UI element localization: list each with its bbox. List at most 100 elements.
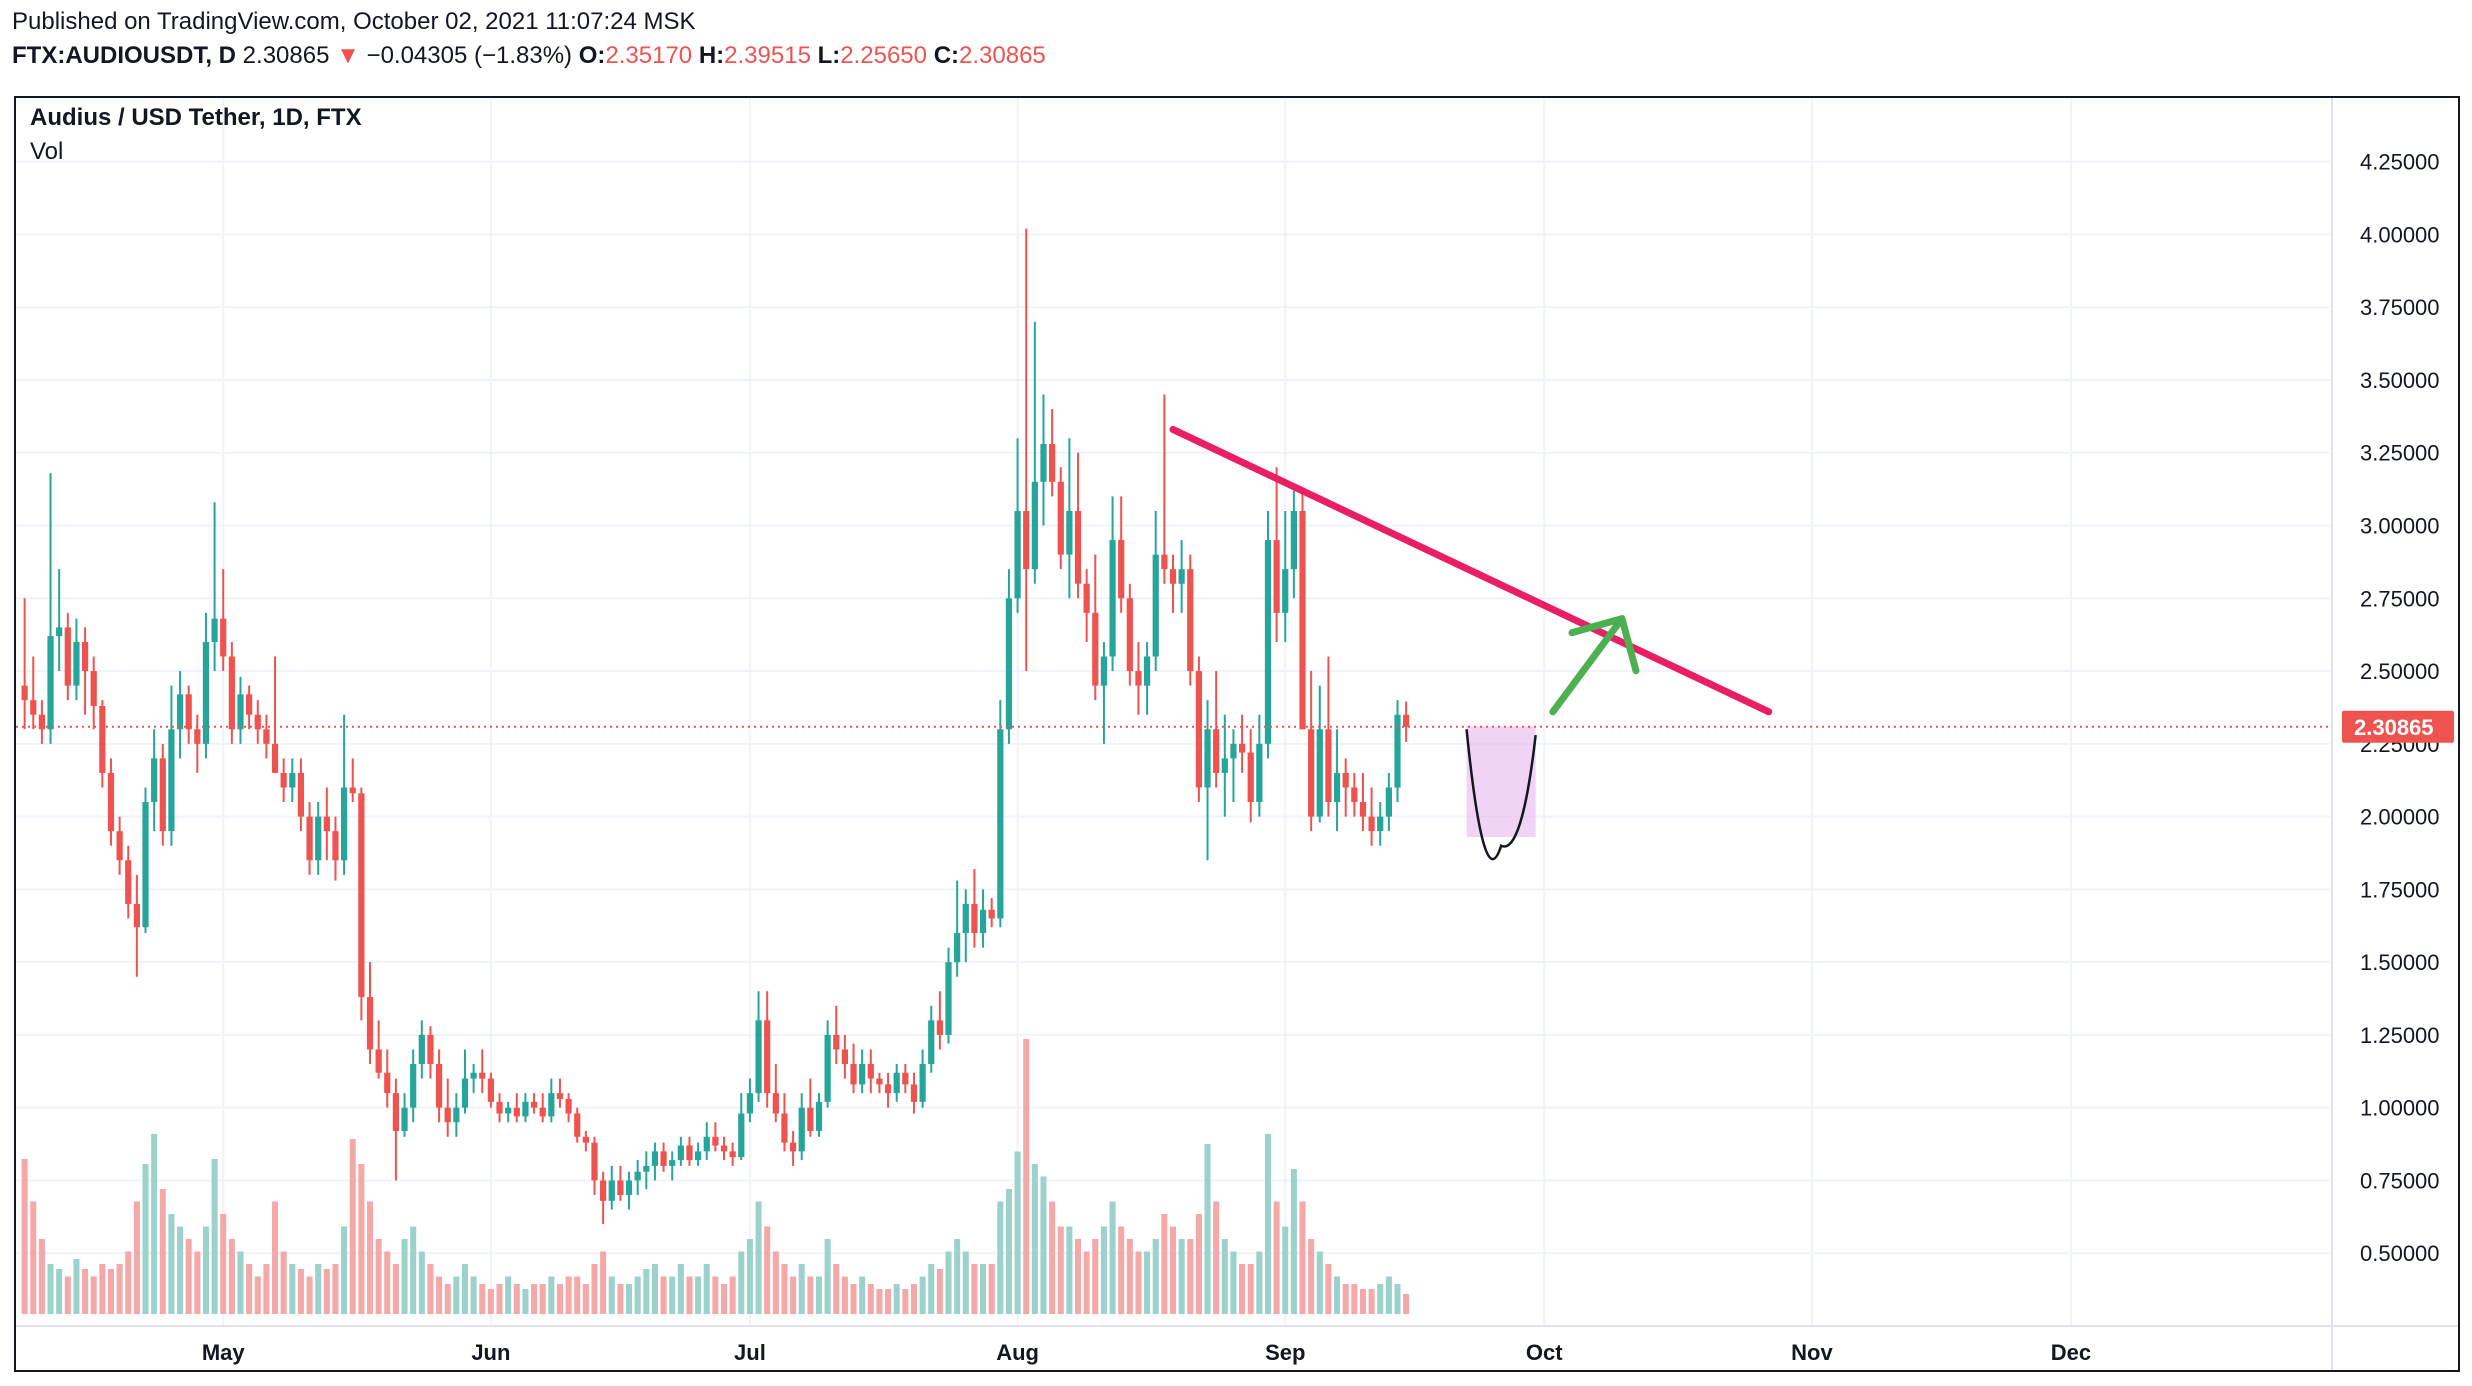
volume-bar [237,1251,244,1314]
volume-bar [798,1264,805,1314]
candle-body [686,1145,693,1161]
candle-body [530,1101,538,1108]
volume-bar [38,1239,45,1314]
candle-body [893,1072,900,1094]
volume-bar [1057,1226,1064,1314]
volume-bar [928,1264,935,1314]
candle-body [910,1084,918,1102]
volume-bar [764,1226,771,1314]
candle-body [1109,540,1116,657]
volume-bar [211,1159,218,1314]
volume-bar [1256,1251,1263,1314]
candle-body [772,1093,779,1114]
candle-body [1394,714,1401,788]
candle-body [194,729,201,744]
volume-bar [945,1251,952,1314]
candle-body [1325,729,1332,803]
candle-body [720,1145,728,1152]
volume-bar [1100,1226,1107,1314]
volume-bar [781,1264,788,1314]
volume-bar [531,1284,538,1314]
candle-body [1057,481,1064,555]
candle-body [228,656,235,730]
candle-body [21,685,28,701]
volume-bar [306,1276,313,1314]
candle-body [1066,510,1073,555]
volume-bar [1316,1251,1323,1314]
candle-body [73,641,80,686]
price-chart[interactable]: 0.50000 0.75000 1.00000 1.25000 1.50000 1.750… [16,98,2458,1370]
volume-bar [936,1269,943,1314]
candle-body [867,1064,874,1079]
candle-body [1074,510,1082,584]
candle-body [677,1145,684,1161]
volume-bar [729,1276,736,1314]
volume-bar [1394,1284,1401,1314]
candle-body [1377,816,1384,832]
volume-bar [487,1289,494,1314]
volume-bar [1213,1201,1220,1314]
volume-bar [332,1264,339,1314]
volume-bar [479,1284,486,1314]
volume-bar [919,1276,926,1314]
volume-bar [444,1284,451,1314]
volume-bar [82,1269,89,1314]
candle-body [513,1107,520,1117]
y-tick-label: 1.50000 [2360,950,2440,975]
candle-body [107,772,115,832]
candle-body [919,1064,926,1102]
volume-bar [720,1284,728,1314]
volume-bar [1195,1214,1202,1314]
volume-bar [107,1269,114,1314]
volume-bar [807,1276,814,1314]
volume-bar [185,1239,192,1314]
candle-body [202,641,210,744]
candle-body [574,1113,581,1137]
volume-bar [202,1226,209,1314]
volume-bar [695,1276,702,1314]
candle-body [1135,671,1142,686]
candle-body [1152,554,1159,657]
volume-bar [349,1139,356,1314]
close-label: C: [933,42,960,69]
candle-body [410,1064,417,1108]
volume-bar [1385,1276,1392,1314]
volume-bar [1031,1164,1038,1314]
volume-bar [565,1276,572,1314]
candle-body [522,1101,529,1117]
candle-body [729,1151,736,1158]
volume-bar [1342,1284,1349,1314]
candle-body [591,1142,598,1181]
candle-body [263,729,270,744]
volume-bar [548,1276,555,1314]
candle-body [1187,569,1194,672]
volume-bar [496,1284,503,1314]
chart-frame[interactable]: 0.50000 0.75000 1.00000 1.25000 1.50000 1.750… [14,96,2460,1372]
y-tick-label: 2.75000 [2360,586,2440,611]
volume-bar [1169,1226,1177,1314]
volume-bar [47,1264,54,1314]
candle-body [1213,729,1220,773]
candle-body [1368,816,1375,832]
volume-bar [660,1276,667,1314]
candle-body [151,758,158,803]
volume-bar [582,1284,589,1314]
candle-body [746,1093,754,1114]
candle-body [1342,772,1349,788]
volume-bar [427,1264,434,1314]
y-tick-label: 1.75000 [2360,877,2440,902]
volume-bar [159,1189,166,1314]
candle-body [1316,729,1323,817]
candle-body [418,1034,425,1065]
candle-body [850,1064,857,1085]
x-tick-label: Jul [734,1340,766,1365]
candle-body [859,1064,866,1085]
candle-body [496,1101,503,1114]
candle-body [1100,656,1108,686]
volume-bar [453,1276,460,1314]
volume-bar [1377,1284,1384,1314]
volume-bar [1049,1201,1056,1314]
x-tick-label: Dec [2051,1340,2091,1365]
candle-body [1049,444,1056,482]
candle-body [176,694,184,730]
